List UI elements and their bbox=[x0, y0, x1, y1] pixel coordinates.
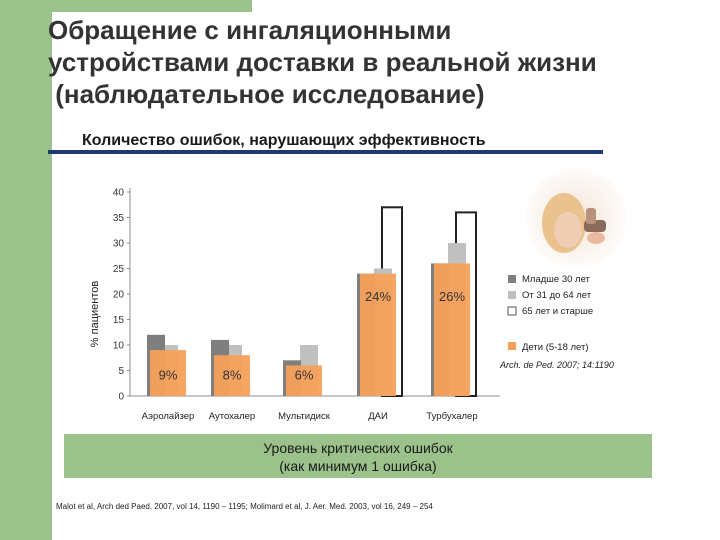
data-label: 9% bbox=[159, 368, 178, 383]
y-tick-label: 5 bbox=[118, 366, 124, 377]
y-tick-label: 15 bbox=[113, 315, 125, 326]
legend-label: 65 лет и старше bbox=[522, 306, 593, 317]
source-note: Arch. de Ped. 2007; 14:1190 bbox=[499, 360, 614, 370]
bar-children bbox=[434, 263, 470, 396]
chart-subtitle: Количество ошибок, нарушающих эффективно… bbox=[78, 132, 490, 150]
category-label: Аутохалер bbox=[209, 411, 255, 422]
category-label: Мультидиск bbox=[278, 411, 331, 422]
bar-children bbox=[286, 365, 322, 396]
y-tick-label: 10 bbox=[113, 341, 125, 352]
legend-swatch bbox=[508, 275, 516, 283]
title-line-1: Обращение с ингаляционными bbox=[48, 15, 452, 45]
child-with-inhaler-photo bbox=[526, 168, 626, 268]
y-tick-label: 30 bbox=[113, 239, 125, 250]
data-label: 26% bbox=[439, 289, 465, 304]
y-tick-label: 20 bbox=[113, 290, 125, 301]
caption-line-2: (как минимум 1 ошибка) bbox=[279, 458, 437, 474]
left-accent-band bbox=[0, 0, 52, 540]
category-label: Аэролайзер bbox=[142, 411, 195, 422]
data-label: 24% bbox=[365, 289, 391, 304]
reference-citation: Malot et al, Arch ded Paed. 2007, vol 14… bbox=[56, 502, 433, 511]
legend-swatch bbox=[508, 342, 516, 350]
data-label: 6% bbox=[295, 368, 314, 383]
caption-line-1: Уровень критических ошибок bbox=[263, 440, 453, 456]
legend-label: Младше 30 лет bbox=[522, 274, 591, 285]
slide-title: Обращение с ингаляционными устройствами … bbox=[48, 14, 708, 110]
top-accent-band bbox=[52, 0, 252, 12]
y-axis-label: % пациентов bbox=[89, 281, 101, 348]
title-divider bbox=[48, 150, 603, 154]
legend-swatch bbox=[507, 306, 517, 316]
critical-errors-caption: Уровень критических ошибок (как минимум … bbox=[64, 434, 652, 478]
y-tick-label: 25 bbox=[113, 264, 125, 275]
y-tick-label: 0 bbox=[118, 392, 124, 403]
y-tick-label: 40 bbox=[113, 188, 125, 199]
legend-label: От 31 до 64 лет bbox=[522, 290, 592, 301]
bar-chart: 0 5 10 15 20 25 30 35 40 % пациентов 9% Аэролайзер 8… bbox=[89, 188, 614, 423]
legend-label: Дети (5-18 лет) bbox=[522, 342, 589, 353]
legend-swatch bbox=[508, 291, 516, 299]
data-label: 8% bbox=[223, 368, 242, 383]
category-label: Турбухалер bbox=[426, 411, 477, 422]
y-tick-label: 35 bbox=[113, 213, 125, 224]
bar-children bbox=[360, 273, 396, 396]
bar-children bbox=[214, 355, 250, 396]
bar-children bbox=[150, 350, 186, 396]
title-line-3: (наблюдательное исследование) bbox=[48, 79, 485, 109]
title-line-2: устройствами доставки в реальной жизни bbox=[48, 47, 597, 77]
category-label: ДАИ bbox=[368, 411, 388, 422]
